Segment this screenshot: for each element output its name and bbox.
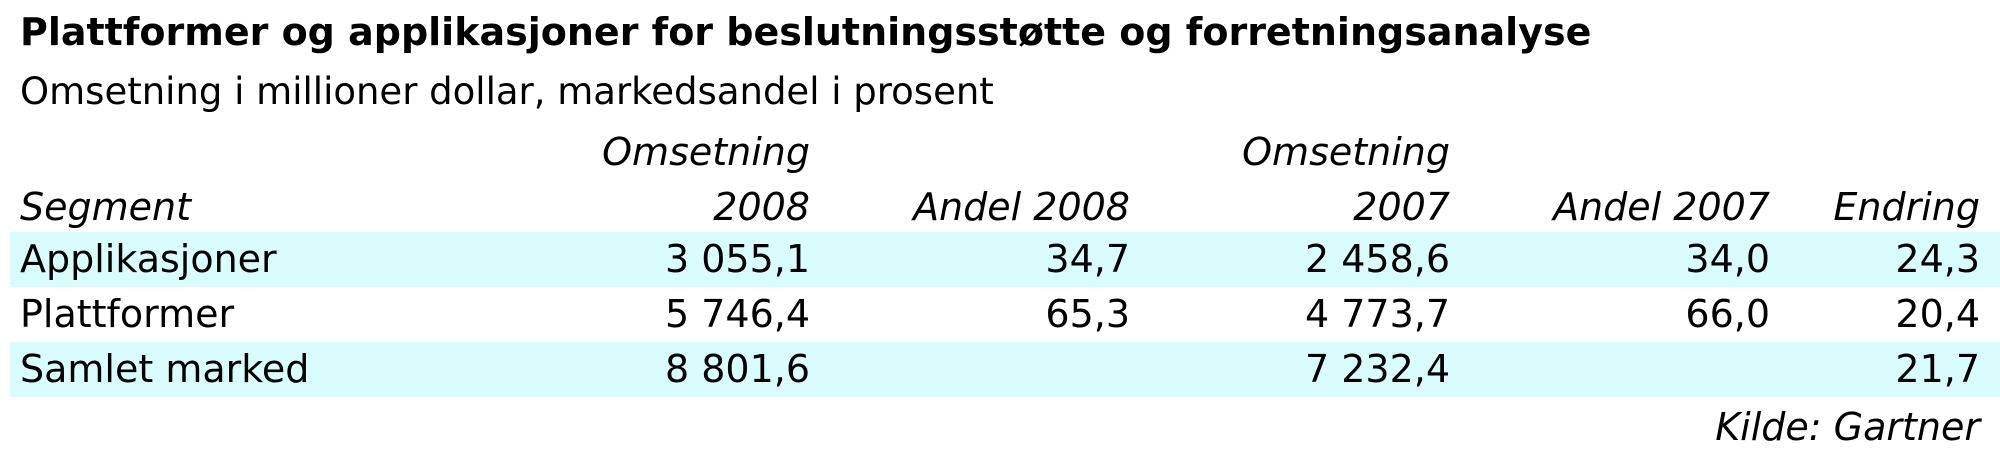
table-cell: Applikasjoner	[10, 232, 570, 287]
header-row: Segment 2008 Andel 2008 2007 Andel 2007 …	[10, 182, 2000, 232]
table-subtitle: Omsetning i millioner dollar, markedsand…	[20, 70, 994, 113]
table-cell: 2 458,6	[1150, 232, 1470, 287]
table-cell: 21,7	[1790, 342, 2000, 397]
table-cell: 4 773,7	[1304, 292, 1450, 336]
column-header-share-2008: Andel 2008	[913, 185, 1130, 229]
table-row: Plattformer 5 746,4 65,3 4 773,7 66,0 20…	[10, 287, 2000, 342]
table-cell: 5 746,4	[664, 292, 810, 336]
table-row: Samlet marked 8 801,6 7 232,4 21,7	[10, 342, 2000, 397]
header-top-cell: Omsetning	[602, 130, 810, 174]
table-cell: Samlet marked	[10, 342, 570, 397]
table-cell: 20,4	[1895, 292, 1980, 336]
column-header-segment: Segment	[20, 185, 191, 229]
column-header-revenue-2007: 2007	[1353, 185, 1450, 229]
header-top-cell	[830, 122, 1150, 182]
header-top-cell: Omsetning	[1242, 130, 1450, 174]
table-cell: 3 055,1	[570, 232, 830, 287]
table-cell: 66,0	[1685, 292, 1770, 336]
table-cell: 8 801,6	[570, 342, 830, 397]
table-row: Applikasjoner 3 055,1 34,7 2 458,6 34,0 …	[10, 232, 2000, 287]
table-cell	[1470, 342, 1790, 397]
table-cell: 24,3	[1790, 232, 2000, 287]
table-cell: 65,3	[1045, 292, 1130, 336]
table-cell: 34,7	[830, 232, 1150, 287]
header-row-top: Omsetning Omsetning	[10, 122, 2000, 182]
source-note: Kilde: Gartner	[1715, 405, 1980, 449]
column-header-revenue-2008: 2008	[713, 185, 810, 229]
table-title: Plattformer og applikasjoner for beslutn…	[20, 10, 1592, 54]
table-cell: 34,0	[1470, 232, 1790, 287]
header-top-cell	[1470, 122, 1790, 182]
header-top-cell	[10, 122, 570, 182]
table-cell	[830, 342, 1150, 397]
header-top-cell	[1790, 122, 2000, 182]
table-cell: 7 232,4	[1150, 342, 1470, 397]
data-table: Omsetning Omsetning Segment 2008 Andel 2…	[10, 122, 2000, 397]
column-header-share-2007: Andel 2007	[1553, 185, 1770, 229]
column-header-change: Endring	[1833, 185, 1980, 229]
table-cell: Plattformer	[20, 292, 235, 336]
